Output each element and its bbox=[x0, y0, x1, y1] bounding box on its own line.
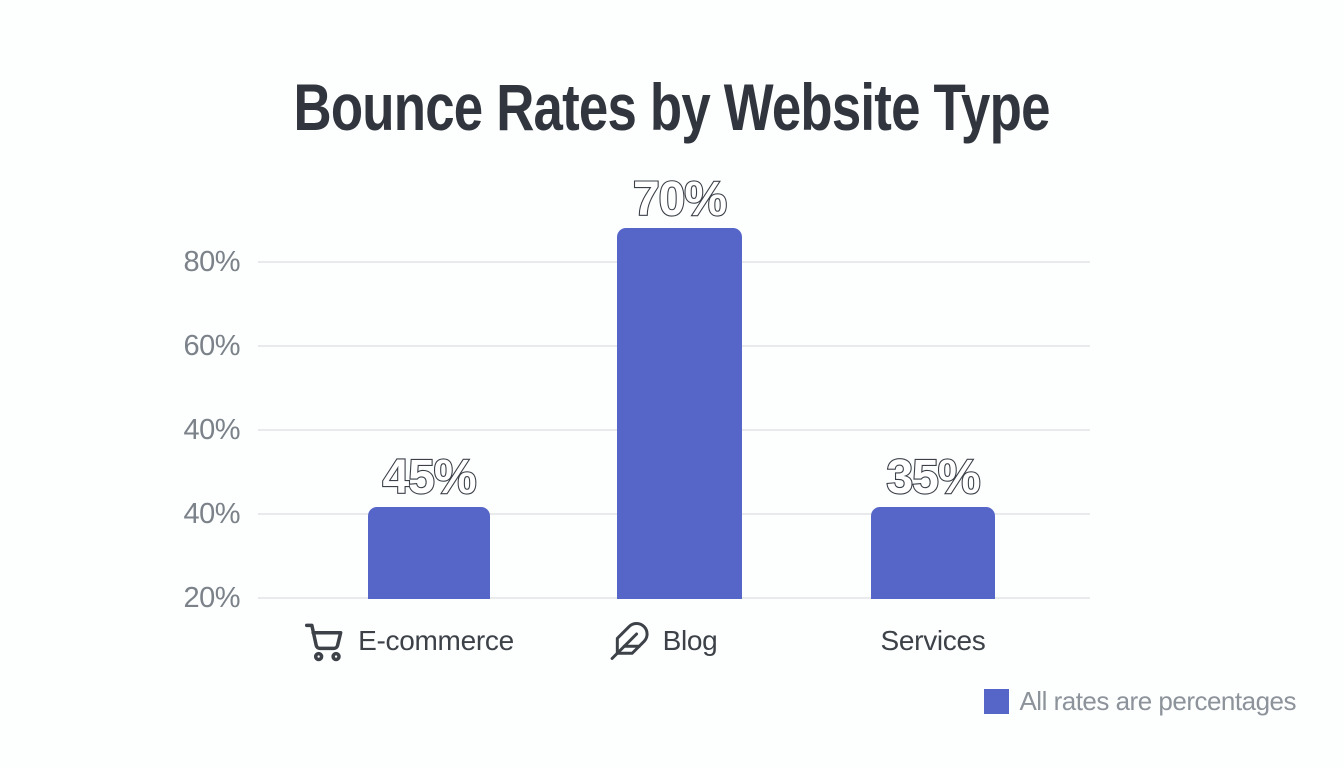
legend-swatch-icon bbox=[984, 688, 1010, 714]
feather-icon bbox=[609, 620, 651, 662]
x-axis-category-e-commerce: E-commerce bbox=[302, 616, 514, 666]
bar-services bbox=[871, 507, 995, 599]
category-label: Services bbox=[880, 625, 986, 656]
bar-blog bbox=[617, 228, 742, 599]
chart-title: Bounce Rates by Website Type bbox=[0, 74, 1344, 140]
bar-value-label: 70% bbox=[632, 173, 728, 226]
bar-e-commerce bbox=[368, 507, 490, 599]
category-label: Blog bbox=[662, 625, 718, 656]
x-axis-category-services: Services bbox=[881, 616, 986, 666]
bar-value-label: 45% bbox=[381, 451, 477, 504]
legend-label: All rates are percentages bbox=[1019, 685, 1296, 716]
x-axis-category-blog: Blog bbox=[609, 616, 718, 666]
shopping-cart-icon bbox=[302, 619, 346, 663]
chart-title-text: Bounce Rates by Website Type bbox=[293, 70, 1051, 144]
y-axis-tick-label: 20% bbox=[183, 582, 240, 614]
y-axis-tick-label: 40% bbox=[183, 414, 240, 446]
legend: All rates are percentages bbox=[984, 684, 1296, 718]
bar-value-label: 35% bbox=[885, 451, 981, 504]
category-label: E-commerce bbox=[358, 625, 514, 656]
y-axis-tick-label: 60% bbox=[183, 330, 240, 362]
y-axis-tick-label: 40% bbox=[183, 498, 240, 530]
y-axis-tick-label: 80% bbox=[183, 246, 240, 278]
